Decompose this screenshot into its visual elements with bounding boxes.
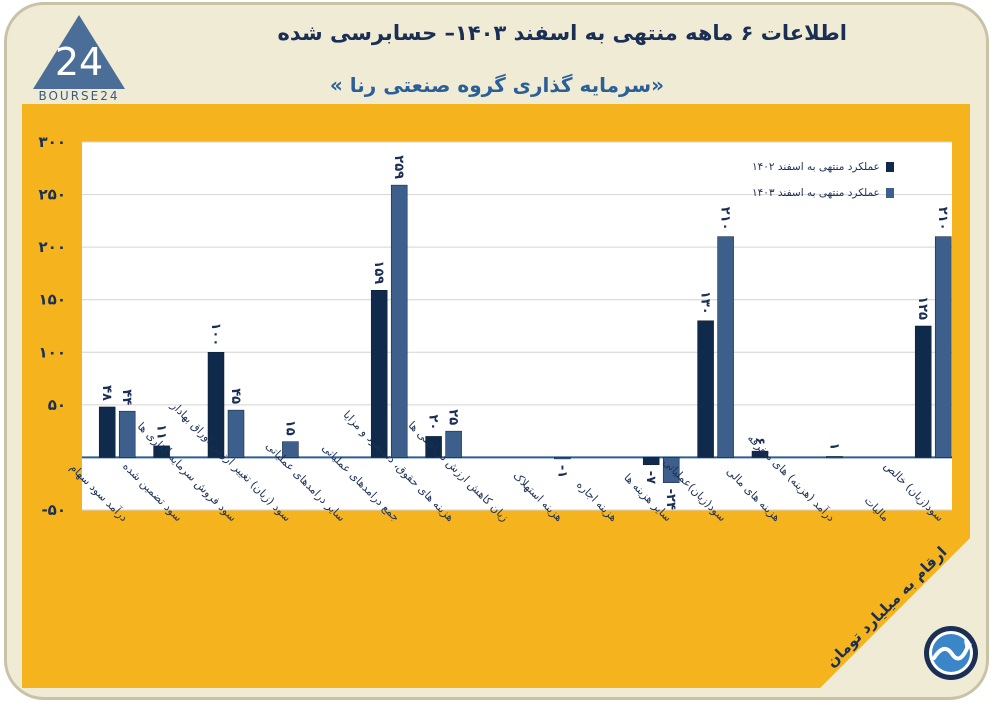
bar-1403 <box>934 236 952 458</box>
legend-swatch-1403 <box>885 188 894 198</box>
data-label: ۱۳۰ <box>698 291 713 315</box>
bar-1403 <box>118 410 136 458</box>
bourse24-logo-icon: 24 <box>33 15 125 89</box>
bar-1403 <box>554 457 571 460</box>
y-tick-label: ۲۵۰ <box>39 186 66 204</box>
bar-1403 <box>445 430 462 458</box>
legend-label-1403: عملکرد منتهی به اسفند ۱۴۰۳ <box>752 187 880 199</box>
data-label: ۲۰ <box>426 415 441 431</box>
page-subtitle: «سرمایه گذاری گروه صنعتی رنا » <box>329 73 665 97</box>
data-label: ۴۴ <box>119 389 134 405</box>
legend-item-1402: عملکرد منتهی به اسفند ۱۴۰۲ <box>752 154 894 180</box>
data-label: -۲۴ <box>663 489 678 510</box>
data-label: -۱ <box>554 465 569 478</box>
y-tick-label: ۲۰۰ <box>39 238 66 256</box>
page-title: اطلاعات ۶ ماهه منتهی به اسفند ۱۴۰۳– حساب… <box>277 21 847 45</box>
legend-item-1403: عملکرد منتهی به اسفند ۱۴۰۳ <box>752 180 894 206</box>
y-tick-label: ۳۰۰ <box>39 133 66 151</box>
bar-1402 <box>425 436 442 458</box>
data-label: ۱۰۰ <box>208 322 223 346</box>
bar-1402 <box>642 457 660 466</box>
chart-legend: عملکرد منتهی به اسفند ۱۴۰۲ عملکرد منتهی … <box>752 154 894 206</box>
bar-1403 <box>227 409 245 458</box>
legend-label-1402: عملکرد منتهی به اسفند ۱۴۰۲ <box>752 161 880 173</box>
data-label: ۱۵۹ <box>371 260 386 284</box>
bar-1402 <box>153 445 170 458</box>
data-label: ۱۱ <box>154 424 169 440</box>
data-label: ۶ <box>752 437 767 445</box>
bar-1402 <box>914 325 932 458</box>
bar-1402 <box>370 290 388 458</box>
bar-1403 <box>826 456 843 459</box>
y-tick-label: ۵۰ <box>48 396 66 414</box>
plot-area <box>82 142 952 510</box>
y-tick-label: ۱۰۰ <box>39 343 66 361</box>
data-label: ۴۸ <box>99 385 114 401</box>
data-label: ۱۵ <box>282 420 297 436</box>
data-label: ۲۱۰ <box>935 207 950 231</box>
logo-mark: 24 <box>55 40 103 84</box>
data-label: -۷ <box>643 471 658 484</box>
data-label: ۱ <box>826 442 841 450</box>
data-label: ۱۲۵ <box>915 296 930 320</box>
bar-1403 <box>282 441 299 458</box>
data-label: ۲۱۰ <box>718 207 733 231</box>
data-label: ۲۵۹ <box>391 155 406 179</box>
data-label: ۲۵ <box>446 409 461 425</box>
bar-1402 <box>751 450 769 458</box>
bar-1403 <box>662 457 680 483</box>
bar-1402 <box>207 352 225 458</box>
data-label: ۴۵ <box>228 388 243 404</box>
bar-1403 <box>717 236 734 458</box>
bar-1403 <box>390 184 408 458</box>
bar-1402 <box>98 406 116 458</box>
trend-arrow-icon <box>924 626 978 680</box>
y-tick-label: ۱۵۰ <box>39 291 66 309</box>
bar-1402 <box>697 320 714 458</box>
logo-text: BOURSE24 <box>38 89 120 103</box>
y-tick-label: -۵۰ <box>41 501 66 519</box>
legend-swatch-1402 <box>885 162 894 172</box>
